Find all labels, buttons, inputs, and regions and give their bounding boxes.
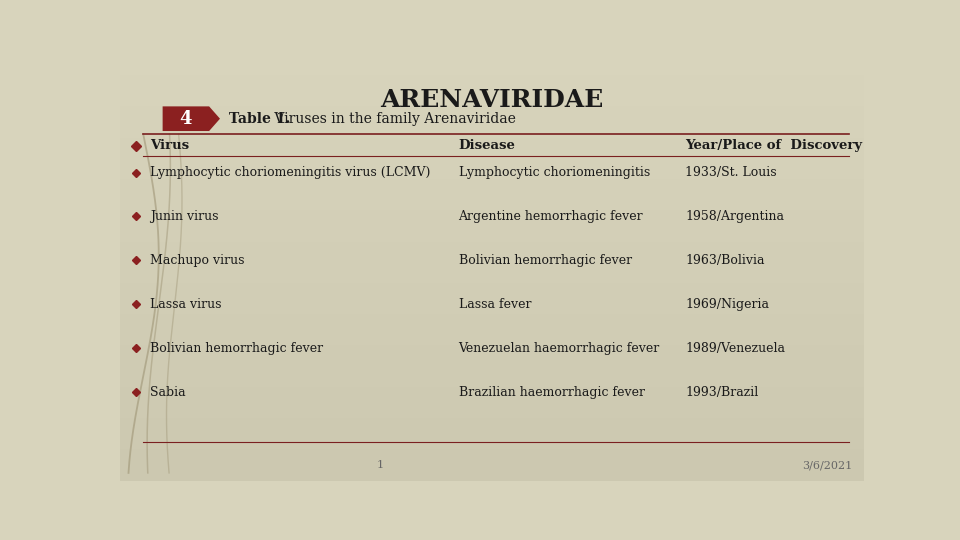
- Bar: [120, 429, 864, 439]
- Bar: [120, 138, 864, 148]
- Bar: [120, 231, 864, 241]
- Text: 3/6/2021: 3/6/2021: [803, 460, 852, 470]
- Text: Lymphocytic choriomeningitis: Lymphocytic choriomeningitis: [459, 166, 650, 179]
- Bar: [120, 335, 864, 346]
- Bar: [120, 85, 864, 96]
- Bar: [120, 106, 864, 117]
- Text: Disease: Disease: [459, 139, 516, 152]
- Bar: [120, 241, 864, 252]
- Text: Table 1.: Table 1.: [229, 112, 291, 126]
- Text: Viruses in the family Arenaviridae: Viruses in the family Arenaviridae: [270, 112, 516, 126]
- Bar: [120, 190, 864, 200]
- Bar: [120, 470, 864, 481]
- Bar: [120, 449, 864, 460]
- Bar: [120, 418, 864, 429]
- Text: Lymphocytic choriomeningitis virus (LCMV): Lymphocytic choriomeningitis virus (LCMV…: [150, 166, 430, 179]
- Bar: [120, 221, 864, 231]
- Bar: [120, 460, 864, 470]
- Bar: [120, 262, 864, 273]
- Bar: [120, 346, 864, 356]
- Bar: [120, 158, 864, 168]
- Bar: [120, 366, 864, 377]
- Bar: [120, 179, 864, 190]
- Text: Virus: Virus: [150, 139, 189, 152]
- Text: 1958/Argentina: 1958/Argentina: [685, 210, 784, 223]
- Bar: [120, 96, 864, 106]
- Text: Machupo virus: Machupo virus: [150, 254, 244, 267]
- Polygon shape: [162, 106, 220, 131]
- Bar: [120, 397, 864, 408]
- Text: Bolivian hemorrhagic fever: Bolivian hemorrhagic fever: [150, 342, 323, 355]
- Bar: [120, 283, 864, 294]
- Text: Year/Place of  Discovery: Year/Place of Discovery: [685, 139, 863, 152]
- Text: 1963/Bolivia: 1963/Bolivia: [685, 254, 765, 267]
- Bar: [120, 168, 864, 179]
- Text: Brazilian haemorrhagic fever: Brazilian haemorrhagic fever: [459, 386, 644, 399]
- Text: Venezuelan haemorrhagic fever: Venezuelan haemorrhagic fever: [459, 342, 660, 355]
- Bar: [120, 325, 864, 335]
- Bar: [120, 117, 864, 127]
- Text: 1989/Venezuela: 1989/Venezuela: [685, 342, 785, 355]
- Text: 1969/Nigeria: 1969/Nigeria: [685, 298, 770, 311]
- Bar: [120, 211, 864, 221]
- Bar: [120, 252, 864, 262]
- Bar: [120, 148, 864, 158]
- Bar: [120, 65, 864, 75]
- Bar: [120, 314, 864, 325]
- Bar: [120, 377, 864, 387]
- Text: 1993/Brazil: 1993/Brazil: [685, 386, 758, 399]
- Bar: [120, 75, 864, 85]
- Bar: [120, 387, 864, 397]
- Text: 1: 1: [377, 460, 384, 470]
- Text: Argentine hemorrhagic fever: Argentine hemorrhagic fever: [459, 210, 643, 223]
- Bar: [120, 273, 864, 283]
- Text: Lassa virus: Lassa virus: [150, 298, 221, 311]
- Text: 1933/St. Louis: 1933/St. Louis: [685, 166, 777, 179]
- Text: Junin virus: Junin virus: [150, 210, 218, 223]
- Bar: [120, 127, 864, 138]
- Text: Bolivian hemorrhagic fever: Bolivian hemorrhagic fever: [459, 254, 632, 267]
- Text: 4: 4: [180, 110, 192, 127]
- Bar: [120, 439, 864, 449]
- Bar: [120, 294, 864, 304]
- Text: Lassa fever: Lassa fever: [459, 298, 531, 311]
- Text: ARENAVIRIDAE: ARENAVIRIDAE: [380, 88, 604, 112]
- Bar: [120, 408, 864, 418]
- Bar: [120, 304, 864, 314]
- Text: Sabia: Sabia: [150, 386, 185, 399]
- Bar: [120, 356, 864, 366]
- Bar: [120, 200, 864, 210]
